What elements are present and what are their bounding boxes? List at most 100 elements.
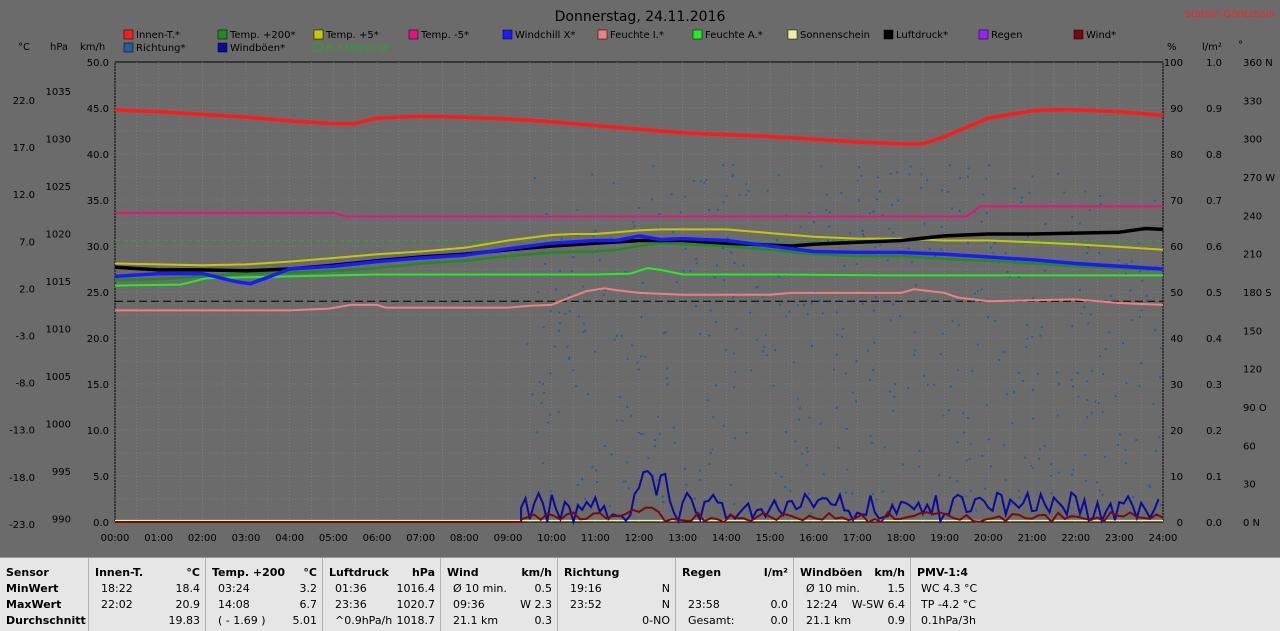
dir-dot — [909, 165, 912, 168]
dir-dot — [883, 446, 886, 449]
stats-pmv: 0.1hPa/3h — [921, 614, 977, 627]
dir-dot — [918, 449, 921, 452]
stats-time: ( - 1.69 ) — [218, 614, 266, 627]
dir-dot — [973, 211, 976, 214]
dir-dot — [774, 349, 776, 352]
dir-dot — [891, 409, 894, 412]
dir-dot — [886, 259, 889, 262]
dir-dot — [708, 208, 711, 211]
dir-dot — [947, 409, 950, 412]
y-tick-deg: 300 — [1243, 135, 1262, 146]
dir-dot — [1032, 417, 1035, 420]
dir-dot — [792, 361, 795, 364]
dir-dot — [733, 352, 735, 355]
dir-dot — [644, 355, 647, 358]
dir-dot — [604, 288, 607, 291]
stats-header: Innen-T. °C — [89, 566, 206, 582]
stats-row: 0.1hPa/3h — [911, 614, 1280, 630]
dir-dot — [738, 194, 741, 196]
dir-dot — [967, 417, 970, 420]
dir-dot — [1026, 337, 1029, 340]
dir-dot — [1090, 411, 1093, 414]
x-tick: 01:00 — [144, 533, 173, 544]
stats-header-unit: l/m² — [763, 566, 788, 579]
dir-dot — [1043, 444, 1046, 447]
dir-dot — [860, 174, 863, 177]
dir-dot — [1086, 416, 1088, 419]
dir-dot — [998, 359, 1001, 361]
y-tick-deg: 270 W — [1243, 173, 1275, 184]
dir-dot — [987, 164, 990, 167]
dir-dot — [801, 452, 803, 455]
dir-dot — [901, 463, 904, 466]
dir-dot — [818, 299, 821, 302]
dir-dot — [825, 193, 828, 196]
stats-time: 09:36 — [453, 598, 485, 611]
dir-dot — [776, 238, 779, 241]
dir-dot — [987, 315, 990, 318]
dir-dot — [789, 490, 792, 493]
stats-value: 20.9 — [175, 598, 201, 611]
dir-dot — [973, 292, 976, 295]
dir-dot — [878, 190, 881, 193]
dir-dot — [1030, 464, 1033, 467]
dir-dot — [808, 211, 811, 214]
legend-label: Regen — [991, 30, 1023, 41]
dir-dot — [642, 433, 645, 435]
dir-dot — [627, 487, 630, 490]
x-tick: 24:00 — [1149, 533, 1178, 544]
dir-dot — [869, 435, 872, 437]
x-tick: 19:00 — [930, 533, 959, 544]
dir-dot — [873, 341, 876, 344]
y-tick-deg: 180 S — [1243, 288, 1272, 299]
dir-dot — [874, 246, 876, 249]
dir-dot — [1070, 230, 1073, 233]
legend-swatch — [692, 29, 703, 40]
dir-dot — [851, 391, 854, 394]
dir-dot — [1101, 493, 1104, 496]
dir-dot — [549, 309, 552, 312]
weather-chart: Donnerstag, 24.11.2016 Station Göritzhai… — [9, 9, 1275, 544]
dir-dot — [695, 258, 698, 261]
dir-dot — [542, 326, 545, 329]
dir-dot — [1009, 502, 1012, 505]
stats-row: 09:36 W 2.3 — [441, 598, 558, 614]
stats-time: 21.1 km — [453, 614, 499, 627]
dir-dot — [981, 455, 984, 458]
dir-dot — [761, 295, 764, 298]
stats-row: 12:24 W-SW 6.4 — [794, 598, 911, 614]
dir-dot — [632, 221, 635, 223]
dir-dot — [699, 332, 702, 335]
legend-swatch — [408, 29, 419, 40]
dir-dot — [612, 181, 615, 184]
dir-dot — [571, 270, 573, 273]
dir-dot — [872, 309, 875, 312]
stats-time: Ø 10 min. — [453, 582, 507, 595]
dir-dot — [684, 467, 687, 470]
dir-dot — [744, 193, 747, 196]
dir-dot — [976, 290, 979, 293]
dir-dot — [1084, 190, 1087, 193]
dir-dot — [1153, 199, 1156, 202]
dir-dot — [1160, 347, 1163, 349]
dir-dot — [1139, 270, 1142, 273]
dir-dot — [1141, 279, 1144, 282]
stats-value: N — [661, 582, 670, 595]
dir-dot — [855, 360, 858, 363]
dir-dot — [774, 472, 777, 475]
dir-dot — [1158, 436, 1161, 439]
dir-dot — [954, 299, 957, 302]
dir-dot — [956, 480, 959, 483]
stats-value: 19.83 — [168, 614, 201, 627]
dir-dot — [1077, 395, 1080, 398]
x-tick: 15:00 — [756, 533, 785, 544]
dir-dot — [763, 345, 765, 348]
stats-time: 19:16 — [570, 582, 602, 595]
dir-dot — [857, 199, 860, 202]
dir-dot — [559, 322, 562, 325]
dir-dot — [707, 399, 710, 402]
dir-dot — [938, 474, 941, 477]
y-tick-c: -8.0 — [15, 379, 35, 390]
dir-dot — [755, 286, 758, 289]
dir-dot — [1032, 389, 1034, 392]
